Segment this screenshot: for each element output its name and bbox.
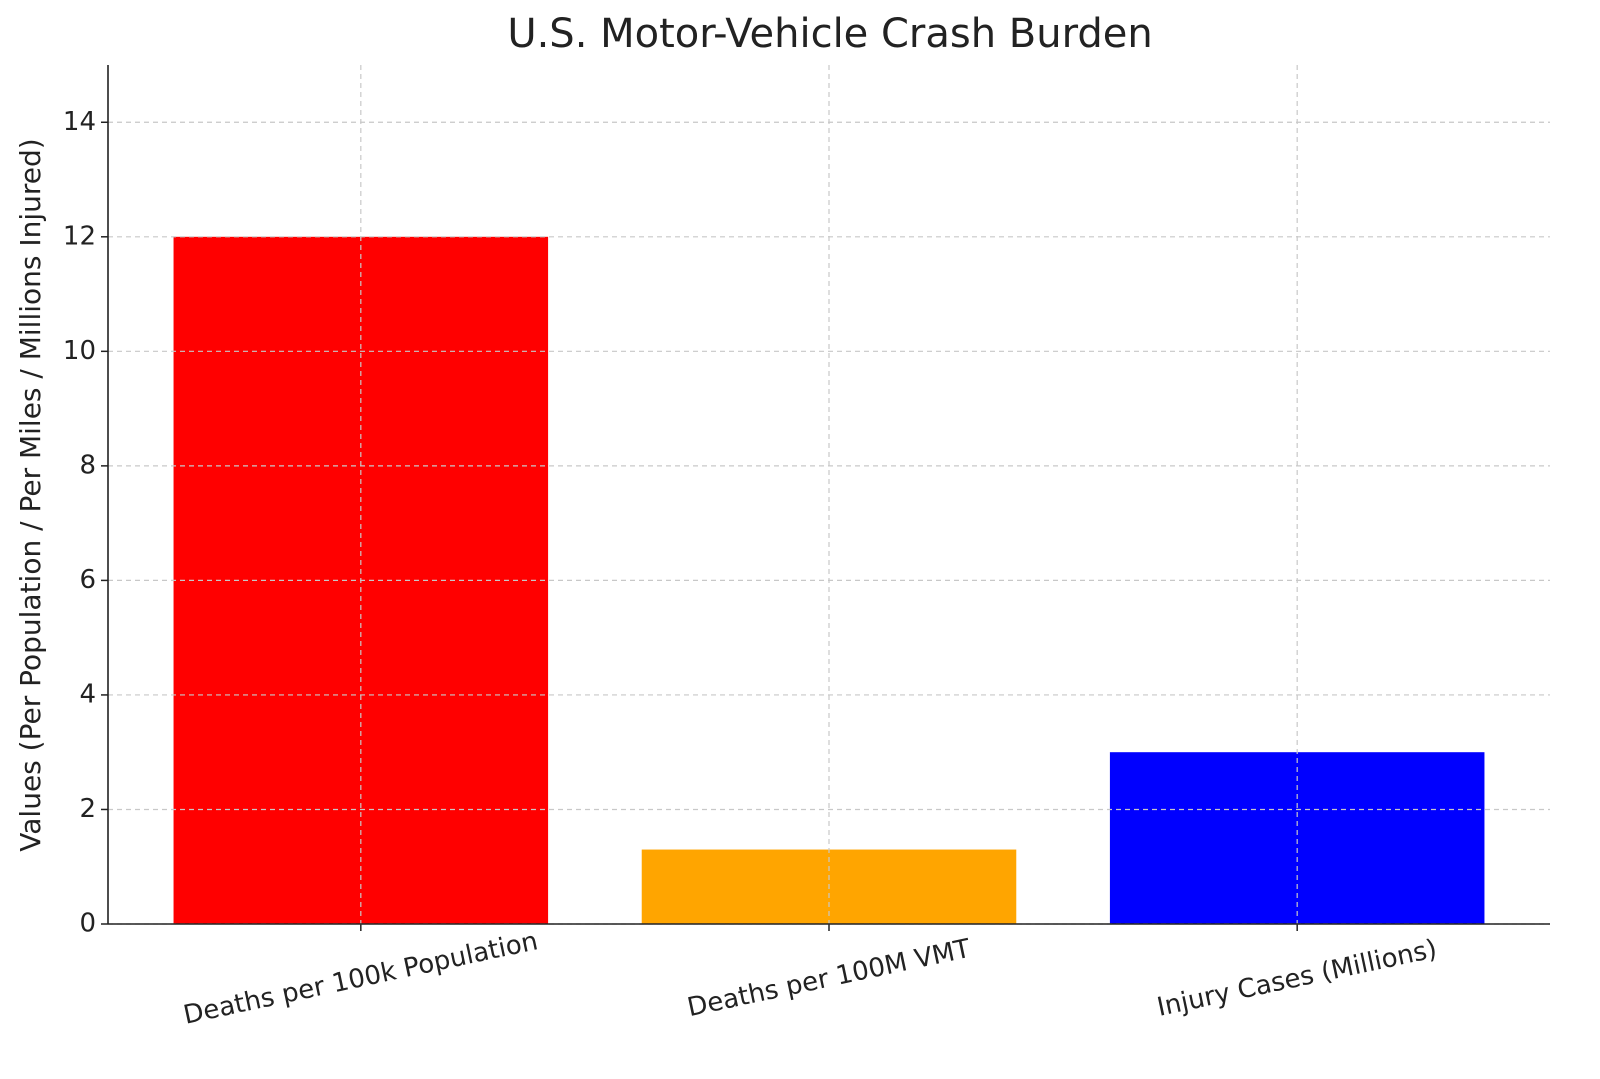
y-tick-label: 0 bbox=[79, 909, 96, 939]
x-tick-label: Deaths per 100k Population bbox=[181, 926, 541, 1030]
y-tick-label: 2 bbox=[79, 794, 96, 824]
y-axis-label: Values (Per Population / Per Miles / Mil… bbox=[14, 138, 47, 851]
x-tick-label: Injury Cases (Millions) bbox=[1154, 934, 1439, 1023]
x-tick-label: Deaths per 100M VMT bbox=[685, 934, 973, 1023]
y-tick-label: 14 bbox=[63, 107, 96, 137]
y-tick-label: 12 bbox=[63, 221, 96, 251]
y-tick-label: 6 bbox=[79, 565, 96, 595]
chart-title: U.S. Motor-Vehicle Crash Burden bbox=[507, 11, 1152, 57]
y-tick-label: 10 bbox=[63, 336, 96, 366]
y-tick-label: 8 bbox=[79, 450, 96, 480]
y-tick-label: 4 bbox=[79, 679, 96, 709]
